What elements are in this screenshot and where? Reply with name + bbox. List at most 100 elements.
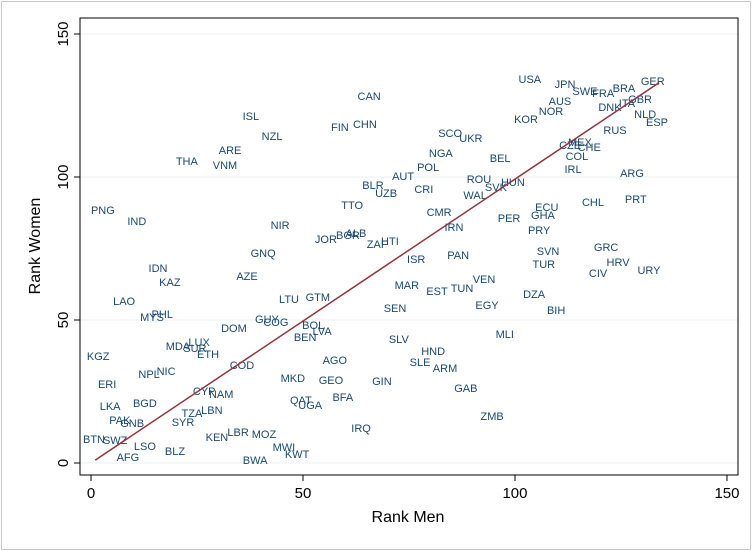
- point-label: BEN: [294, 332, 317, 344]
- point-label: PAK: [109, 415, 131, 427]
- point-label: NGA: [429, 148, 454, 160]
- point-label: CIV: [589, 268, 608, 280]
- point-label: SWZ: [103, 435, 128, 447]
- point-label: ESP: [646, 117, 668, 129]
- point-label: BGD: [133, 398, 157, 410]
- point-label: CAN: [358, 91, 381, 103]
- fit-line: [94, 82, 660, 461]
- point-label: AGO: [323, 355, 348, 367]
- point-label: GAB: [454, 383, 477, 395]
- point-label: CRI: [414, 184, 433, 196]
- point-label: GTM: [306, 292, 330, 304]
- point-label: JPN: [555, 79, 576, 91]
- point-label: PHL: [152, 309, 173, 321]
- point-label: CMR: [427, 207, 452, 219]
- point-label: GER: [641, 76, 665, 88]
- point-label: MWI: [273, 442, 296, 454]
- point-label: USA: [519, 74, 542, 86]
- point-label: NLD: [634, 109, 656, 121]
- point-label: AFG: [117, 452, 140, 464]
- point-label: POL: [417, 162, 439, 174]
- point-label: SCO: [438, 128, 462, 140]
- point-label: PRT: [625, 194, 647, 206]
- point-label: WAL: [463, 190, 486, 202]
- point-label: ROU: [467, 174, 492, 186]
- point-label: MDA: [166, 341, 191, 353]
- point-label: TUN: [451, 283, 474, 295]
- point-label: KAZ: [159, 277, 181, 289]
- point-label: JOR: [315, 234, 337, 246]
- point-label: LBR: [227, 427, 248, 439]
- point-label: GRC: [594, 242, 619, 254]
- point-label: BIH: [547, 305, 565, 317]
- point-label: LBN: [201, 405, 222, 417]
- point-label: ETH: [197, 349, 219, 361]
- point-label: IND: [127, 216, 146, 228]
- point-label: SVK: [485, 182, 508, 194]
- point-label: BWA: [243, 455, 268, 467]
- point-label: PRY: [528, 225, 551, 237]
- point-label: ALB: [346, 228, 367, 240]
- point-label: UGA: [298, 400, 323, 412]
- point-label: GNB: [120, 418, 144, 430]
- y-tick-label: 150: [55, 21, 72, 46]
- y-tick-label: 100: [55, 164, 72, 189]
- point-label: AUT: [392, 171, 414, 183]
- point-label: KGZ: [87, 351, 110, 363]
- point-label: COG: [263, 317, 288, 329]
- point-label: IRQ: [351, 423, 371, 435]
- point-label: DOM: [221, 323, 247, 335]
- point-label: NIC: [157, 366, 176, 378]
- x-tick-label: 150: [714, 485, 739, 502]
- point-label: GBR: [628, 94, 652, 106]
- point-label: PER: [498, 213, 521, 225]
- x-tick-label: 50: [295, 485, 312, 502]
- point-label: PNG: [91, 205, 115, 217]
- point-label: HTI: [381, 236, 399, 248]
- point-label: GHA: [531, 210, 556, 222]
- point-label: BLR: [362, 180, 383, 192]
- y-tick-label: 0: [55, 459, 72, 467]
- point-label: MAR: [395, 280, 420, 292]
- point-label: QAT: [290, 395, 312, 407]
- point-label: URY: [637, 265, 661, 277]
- point-label: COL: [566, 151, 589, 163]
- point-label: AZE: [236, 271, 257, 283]
- point-label: SYR: [172, 417, 195, 429]
- point-label: NIR: [271, 220, 290, 232]
- point-label: UZB: [375, 188, 397, 200]
- point-label: ARE: [219, 145, 242, 157]
- point-label: SUR: [183, 343, 206, 355]
- point-label: BOL: [302, 320, 324, 332]
- x-tick-label: 100: [502, 485, 527, 502]
- point-label: SWE: [572, 86, 597, 98]
- point-label: BRA: [613, 83, 636, 95]
- point-label: GIN: [372, 376, 392, 388]
- point-label: NPL: [138, 369, 159, 381]
- point-label: MLI: [496, 329, 514, 341]
- point-label: CHL: [582, 197, 604, 209]
- point-label: IRN: [444, 222, 463, 234]
- point-label: ERI: [98, 379, 116, 391]
- point-label: COD: [230, 360, 255, 372]
- y-tick-label: 50: [55, 312, 72, 329]
- point-label: SVN: [537, 246, 560, 258]
- point-label: ARG: [620, 168, 644, 180]
- point-label: ECU: [535, 202, 558, 214]
- x-tick-label: 0: [87, 485, 95, 502]
- point-label: ARM: [433, 363, 457, 375]
- point-label: MOZ: [252, 429, 277, 441]
- point-label: NAM: [209, 389, 233, 401]
- x-axis-title: Rank Men: [372, 509, 445, 526]
- point-label: BTN: [83, 434, 105, 446]
- point-label: BLZ: [165, 446, 185, 458]
- point-label: GEO: [319, 375, 344, 387]
- point-label: BEL: [490, 153, 511, 165]
- point-label: KWT: [285, 449, 310, 461]
- point-label: LTU: [279, 294, 299, 306]
- point-label: EST: [426, 286, 448, 298]
- point-label: FIN: [331, 122, 349, 134]
